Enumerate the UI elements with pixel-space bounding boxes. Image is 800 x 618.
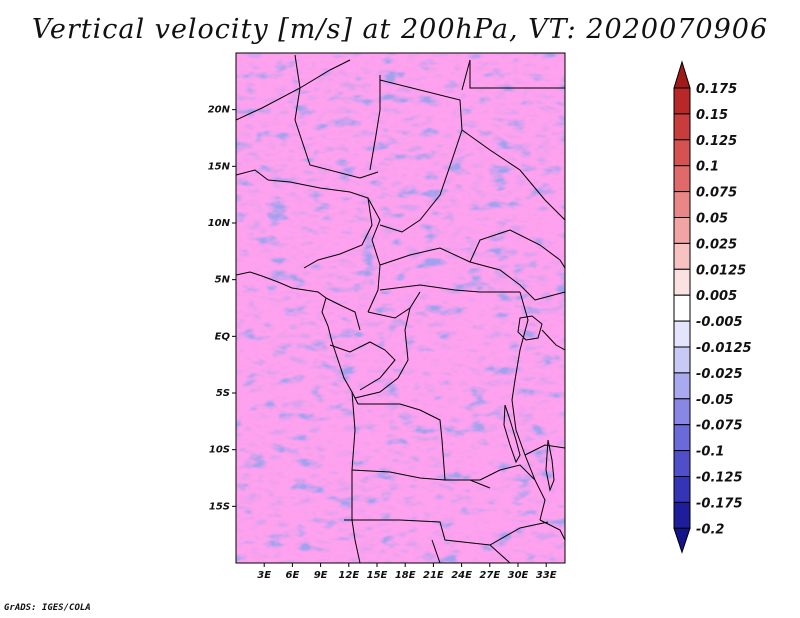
chad-border	[379, 79, 463, 233]
colorbar-label: 0.025	[696, 237, 737, 252]
colorbar-swatch	[673, 217, 691, 244]
colorbar-label: 0.125	[696, 134, 737, 149]
zambia-border	[445, 464, 546, 521]
map-frame	[235, 52, 566, 564]
colorbar-label: -0.075	[696, 419, 743, 434]
colorbar-label: 0.15	[696, 108, 728, 123]
lon-tick-label: 18E	[395, 570, 416, 581]
botswana-border	[431, 539, 441, 563]
cameroon-border	[367, 197, 381, 313]
colorbar-label: -0.125	[696, 471, 743, 486]
latitude-axis: 20N 15N 10N 5N EQ 5S 10S 15S	[208, 105, 236, 512]
colorbar-swatch	[673, 372, 691, 400]
colorbar-swatch	[673, 294, 691, 322]
colorbar-swatch	[673, 242, 691, 270]
longitude-axis: 3E 6E 9E 12E 15E 18E 21E 24E 27E 30E 33E	[257, 563, 557, 581]
colorbar-swatch	[673, 320, 691, 348]
angola-south	[351, 469, 491, 489]
colorbar-swatch	[673, 398, 691, 426]
colorbar-swatch	[673, 450, 691, 478]
colorbar-label: 0.005	[696, 289, 737, 304]
colorbar-label: 0.0125	[696, 263, 746, 278]
angola-north	[358, 403, 446, 481]
colorbar-swatch	[673, 113, 691, 141]
colorbar-label: -0.025	[696, 367, 743, 382]
colorbar-bottom-arrow	[673, 527, 691, 554]
gabon-border	[325, 297, 361, 331]
sudan-east	[461, 129, 565, 221]
lon-tick-label: 33E	[536, 570, 557, 581]
colorbar-swatch	[673, 346, 691, 374]
colorbar-swatch	[673, 424, 691, 452]
lat-tick-label: 5S	[216, 388, 230, 399]
lon-tick-label: 21E	[423, 570, 444, 581]
niger-west	[236, 169, 269, 181]
colorbar-swatch	[673, 501, 691, 529]
sudan-border	[461, 59, 565, 91]
colorbar-swatch	[673, 165, 691, 193]
colorbar-label: 0.075	[696, 186, 737, 201]
colorbar-label: -0.2	[696, 522, 724, 537]
sahara-border-3	[369, 75, 381, 171]
lat-tick-label: 15N	[208, 161, 231, 172]
colorbar-label: 0.05	[696, 212, 728, 227]
congo-border	[367, 291, 421, 319]
car-south	[379, 284, 520, 293]
colorbar: 0.175 0.15 0.125 0.1 0.075 0.05 0.025 0.0125 0.0…	[673, 60, 752, 554]
nigeria-border	[267, 179, 373, 269]
namibia-border	[344, 519, 549, 546]
colorbar-swatch	[673, 191, 691, 219]
lat-tick-label: 10S	[209, 445, 230, 456]
lat-tick-label: 5N	[215, 275, 231, 286]
colorbar-label: -0.05	[696, 393, 733, 408]
lat-tick-label: 15S	[209, 501, 230, 512]
drc-west	[354, 307, 411, 399]
lon-tick-label: 30E	[508, 570, 529, 581]
sahara-border-2	[294, 54, 379, 179]
lake-tanganyika	[503, 404, 521, 464]
plot-title: Vertical velocity [m/s] at 200hPa, VT: 2…	[31, 14, 769, 45]
lon-tick-label: 9E	[314, 570, 328, 581]
mozambique-border	[539, 519, 565, 541]
country-borders	[236, 54, 565, 563]
zimbabwe-border	[489, 544, 511, 563]
colorbar-top-arrow	[673, 60, 691, 89]
lon-tick-label: 12E	[338, 570, 359, 581]
lat-tick-label: 20N	[208, 105, 231, 116]
south-sudan	[469, 229, 565, 269]
lon-tick-label: 3E	[257, 570, 271, 581]
colorbar-label: -0.0125	[696, 341, 752, 356]
grads-credit: GrADS: IGES/COLA	[4, 603, 91, 613]
colorbar-swatch	[673, 268, 691, 296]
colorbar-label: 0.175	[696, 82, 737, 97]
colorbar-swatch	[673, 476, 691, 503]
lat-tick-label: EQ	[215, 331, 231, 342]
lat-tick-label: 10N	[208, 218, 231, 229]
colorbar-label: -0.1	[696, 445, 724, 460]
lake-victoria	[517, 315, 543, 341]
map-field	[236, 53, 565, 563]
colorbar-swatch	[673, 87, 691, 115]
lake-malawi	[545, 439, 555, 492]
tanzania-north	[541, 329, 565, 351]
colorbar-label: 0.1	[696, 160, 719, 175]
coastline-south-atlantic	[351, 391, 361, 563]
lon-tick-label: 24E	[451, 570, 472, 581]
lon-tick-label: 27E	[479, 570, 500, 581]
colorbar-swatch	[673, 139, 691, 167]
tanzania-south	[524, 444, 565, 456]
uganda-kenya	[534, 291, 565, 301]
colorbar-label: -0.005	[696, 315, 743, 330]
lon-tick-label: 6E	[286, 570, 300, 581]
lon-tick-label: 15E	[367, 570, 388, 581]
congo-river	[329, 341, 396, 391]
colorbar-label: -0.175	[696, 496, 743, 511]
drc-east	[511, 291, 536, 481]
